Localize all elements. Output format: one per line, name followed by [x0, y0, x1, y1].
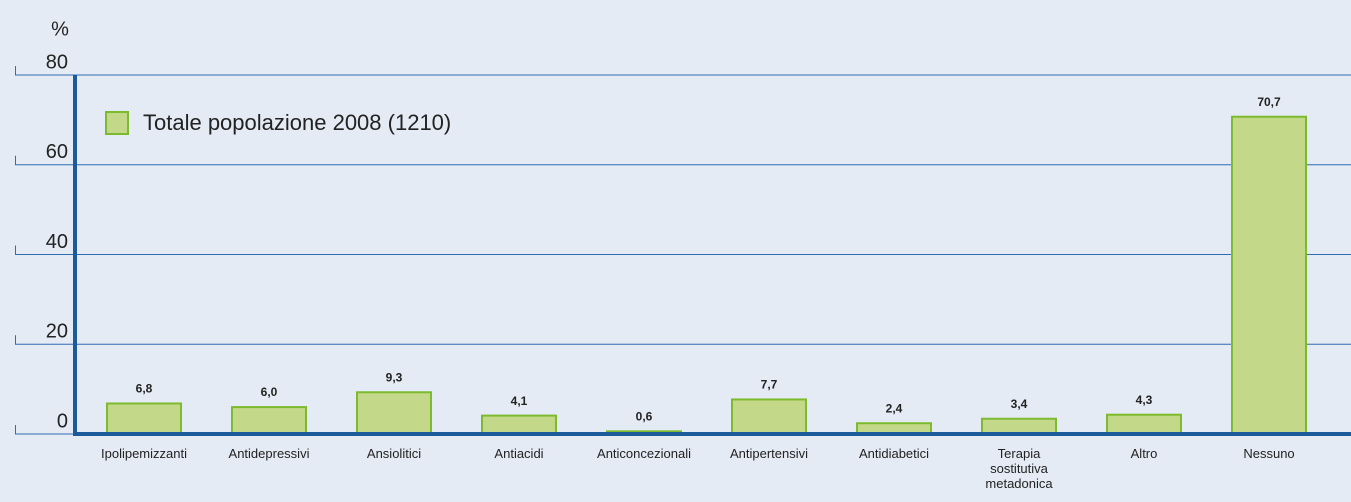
x-tick-label: Terapia sostitutiva metadonica	[985, 446, 1053, 491]
value-label: 4,1	[511, 394, 528, 408]
legend-swatch	[105, 111, 129, 135]
value-label: 3,4	[1011, 397, 1028, 411]
y-tick-label: 80	[46, 51, 68, 73]
x-tick-label: Antidiabetici	[858, 446, 930, 461]
bar	[481, 414, 557, 436]
bar	[356, 391, 432, 435]
value-label: 9,3	[386, 370, 403, 384]
bar	[231, 406, 307, 436]
y-tick-label: 40	[46, 231, 68, 253]
x-tick-label: Antipertensivi	[729, 446, 809, 461]
x-tick-label: Altro	[1130, 446, 1158, 461]
y-tick-label: 20	[46, 321, 68, 343]
value-label: 6,8	[136, 382, 153, 396]
y-tick-label: 60	[46, 141, 68, 163]
bar	[1231, 115, 1307, 435]
bar	[1106, 413, 1182, 435]
x-tick-label: Nessuno	[1243, 446, 1295, 461]
legend-label: Totale popolazione 2008 (1210)	[143, 110, 451, 135]
bar	[731, 398, 807, 436]
x-tick-label: Ipolipemizzanti	[101, 446, 187, 461]
y-tick-label: 0	[57, 410, 68, 432]
value-label: 0,6	[636, 409, 653, 423]
value-label: 7,7	[761, 378, 778, 392]
x-tick-label: Antiacidi	[494, 446, 544, 461]
bar	[106, 402, 182, 435]
x-tick-label: Antidepressivi	[228, 446, 310, 461]
x-tick-label: Anticoncezionali	[597, 446, 691, 461]
value-label: 2,4	[886, 401, 903, 415]
value-label: 70,7	[1257, 95, 1281, 109]
y-axis-label: %	[51, 18, 69, 40]
value-label: 6,0	[261, 385, 278, 399]
bar	[981, 417, 1057, 435]
value-label: 4,3	[1136, 393, 1153, 407]
x-tick-label: Ansiolitici	[366, 446, 422, 461]
